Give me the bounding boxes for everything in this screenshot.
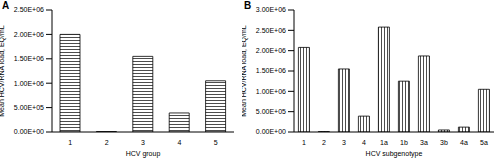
svg-text:3.00E+06: 3.00E+06 [256,6,286,13]
svg-text:5.00E+05: 5.00E+05 [14,104,44,111]
svg-text:2.00E+06: 2.00E+06 [14,31,44,38]
svg-text:1.00E+06: 1.00E+06 [14,80,44,87]
svg-text:4a: 4a [460,139,468,146]
svg-text:HCV subgenotype: HCV subgenotype [366,150,423,158]
svg-text:2.50E+06: 2.50E+06 [14,6,44,13]
svg-text:5a: 5a [480,139,488,146]
svg-text:3a: 3a [420,139,428,146]
svg-text:2: 2 [105,139,109,146]
svg-text:2: 2 [322,139,326,146]
svg-text:2.50E+06: 2.50E+06 [256,27,286,34]
svg-text:3: 3 [342,139,346,146]
svg-text:5.00E+05: 5.00E+05 [256,108,286,115]
svg-text:Mean HCV/RNA load, EQ/mL: Mean HCV/RNA load, EQ/mL [242,25,248,117]
svg-text:2.00E+06: 2.00E+06 [256,47,286,54]
svg-text:4: 4 [362,139,366,146]
svg-text:1.50E+06: 1.50E+06 [14,55,44,62]
svg-text:1: 1 [68,139,72,146]
svg-text:5: 5 [214,139,218,146]
svg-text:HCV group: HCV group [126,150,161,158]
svg-text:3: 3 [141,139,145,146]
svg-text:0.00E+00: 0.00E+00 [14,128,44,135]
svg-text:1.00E+06: 1.00E+06 [256,88,286,95]
svg-text:1.50E+06: 1.50E+06 [256,67,286,74]
html-text:B: B [244,0,252,11]
svg-text:3b: 3b [440,139,448,146]
svg-text:4: 4 [177,139,181,146]
svg-text:1: 1 [302,139,306,146]
svg-text:1a: 1a [380,139,388,146]
svg-text:0.00E+00: 0.00E+00 [256,128,286,135]
html-text:A: A [2,0,10,11]
svg-text:1b: 1b [400,139,408,146]
